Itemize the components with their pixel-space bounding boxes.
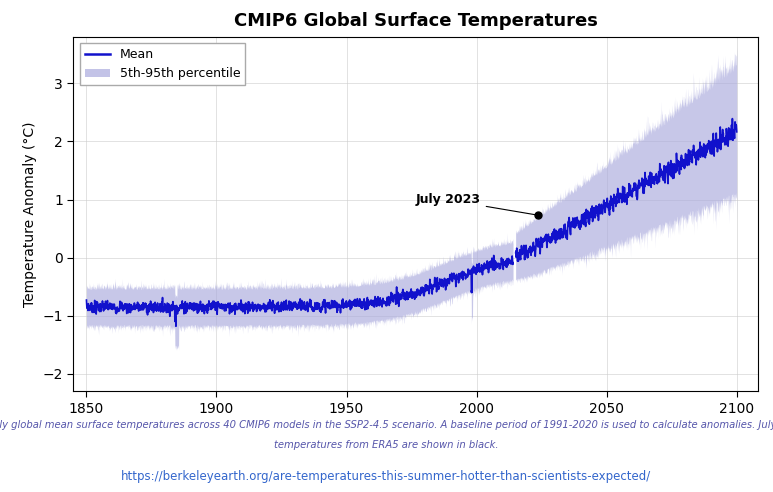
Text: temperatures from ERA5 are shown in black.: temperatures from ERA5 are shown in blac… xyxy=(274,440,499,450)
Title: CMIP6 Global Surface Temperatures: CMIP6 Global Surface Temperatures xyxy=(233,12,598,30)
Y-axis label: Temperature Anomaly (°C): Temperature Anomaly (°C) xyxy=(23,121,37,307)
Text: July 2023: July 2023 xyxy=(416,193,535,215)
Text: https://berkeleyearth.org/are-temperatures-this-summer-hotter-than-scientists-ex: https://berkeleyearth.org/are-temperatur… xyxy=(121,470,652,483)
Text: Monthly global mean surface temperatures across 40 CMIP6 models in the SSP2-4.5 : Monthly global mean surface temperatures… xyxy=(0,421,773,430)
Legend: Mean, 5th-95th percentile: Mean, 5th-95th percentile xyxy=(80,43,245,86)
